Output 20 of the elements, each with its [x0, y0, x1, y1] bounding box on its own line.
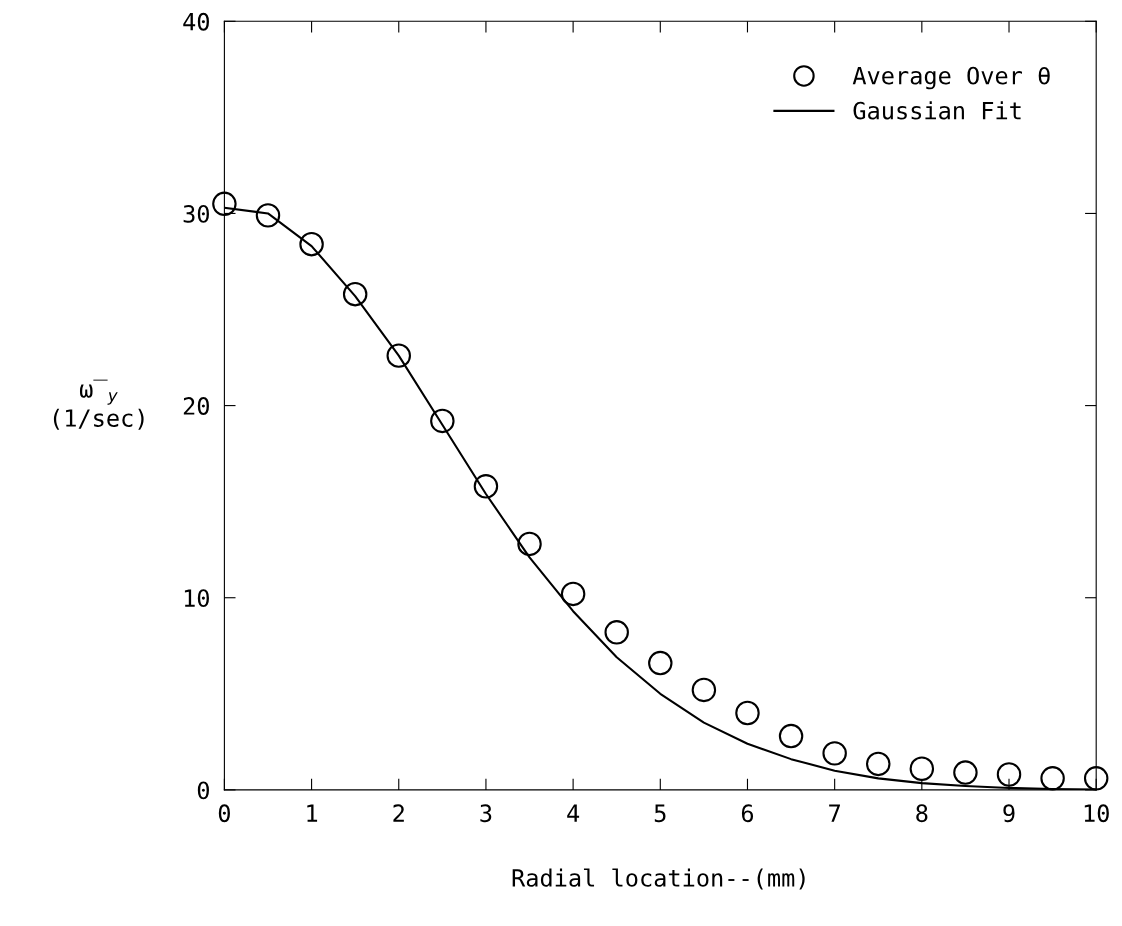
x-tick-label: 6: [741, 804, 754, 823]
y-tick-label: 40: [183, 12, 209, 31]
x-tick-label: 1: [307, 804, 318, 822]
x-tick-label: 10: [1084, 804, 1109, 823]
x-tick-label: 2: [393, 804, 404, 822]
y-axis-title: ω̅$_{y}$ (1/sec): [53, 379, 144, 430]
x-tick-label: 8: [916, 804, 928, 823]
y-tick-label: 0: [197, 781, 209, 800]
x-tick-label: 5: [654, 804, 666, 823]
y-tick-label: 30: [183, 204, 209, 223]
x-axis-title: Radial location--(mm): [512, 868, 805, 890]
y-tick-label: 10: [184, 589, 209, 608]
x-tick-label: 7: [829, 804, 840, 822]
x-tick-label: 4: [567, 804, 580, 822]
x-tick-label: 0: [218, 804, 230, 823]
y-tick-label: 20: [183, 397, 209, 415]
x-tick-label: 9: [1003, 804, 1015, 823]
x-tick-label: 3: [480, 804, 492, 823]
legend-label: Gaussian Fit: [853, 101, 1021, 120]
legend-label: Average Over θ: [852, 66, 1050, 90]
